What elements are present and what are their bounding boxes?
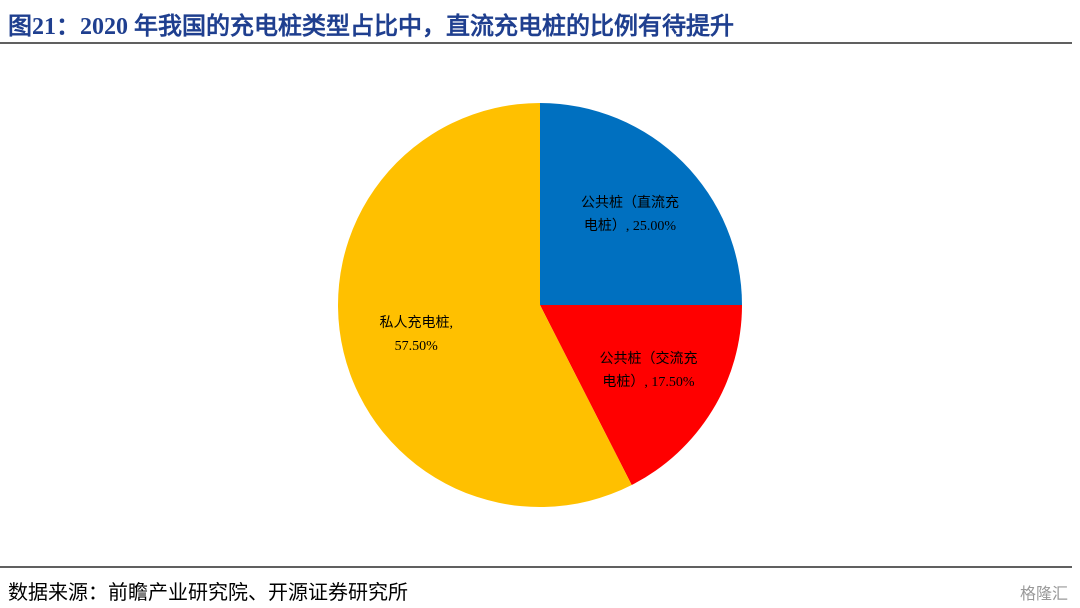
chart-title: 图21：2020 年我国的充电桩类型占比中，直流充电桩的比例有待提升: [8, 14, 734, 40]
pie-slice: [337, 103, 632, 508]
data-label: 私人充电桩, 57.50%: [379, 315, 454, 354]
watermark: 格隆汇: [1019, 584, 1068, 603]
pie-slice: [540, 305, 742, 485]
data-label: 公共桩（交流充电桩）, 17.50%: [599, 352, 698, 391]
pie-slice: [540, 103, 742, 305]
data-label: 公共桩（直流充电桩）, 25.00%: [580, 196, 679, 234]
source-note: 数据来源：前瞻产业研究院、开源证券研究所: [8, 582, 408, 604]
